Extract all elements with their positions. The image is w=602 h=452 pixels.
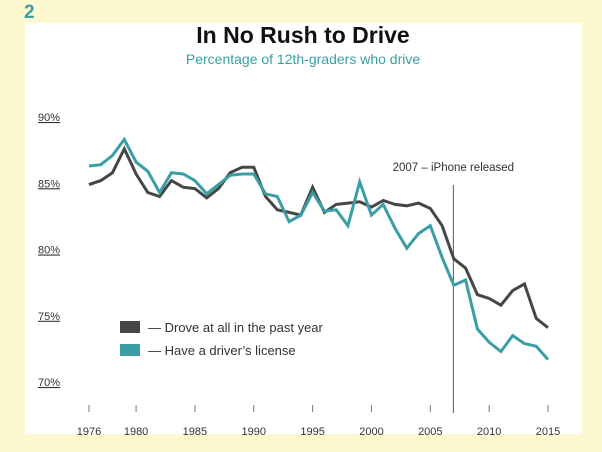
chart-subtitle: Percentage of 12th-graders who drive bbox=[186, 51, 420, 67]
y-tick-label: 75% bbox=[38, 311, 60, 323]
legend-swatch-license bbox=[120, 344, 140, 356]
chart-panel bbox=[25, 23, 582, 434]
y-tick-label: 70% bbox=[38, 377, 60, 389]
figure-number: 2 bbox=[24, 2, 35, 23]
legend-label-drove: — Drove at all in the past year bbox=[148, 320, 324, 335]
x-tick-label: 2000 bbox=[359, 426, 383, 438]
legend: — Drove at all in the past year — Have a… bbox=[120, 320, 324, 358]
x-tick-label: 2005 bbox=[418, 426, 442, 438]
x-tick-label: 1985 bbox=[183, 426, 207, 438]
x-tick-label: 1976 bbox=[77, 426, 101, 438]
x-tick-label: 1990 bbox=[242, 426, 266, 438]
chart-title: In No Rush to Drive bbox=[196, 22, 409, 48]
x-tick-label: 2015 bbox=[536, 426, 560, 438]
iphone-annotation: 2007 – iPhone released bbox=[393, 162, 515, 174]
legend-label-license: — Have a driver’s license bbox=[148, 343, 296, 358]
x-tick-label: 2010 bbox=[477, 426, 501, 438]
y-tick-label: 90% bbox=[38, 112, 60, 124]
x-tick-label: 1995 bbox=[300, 426, 324, 438]
x-tick-label: 1980 bbox=[124, 426, 148, 438]
series-line-license bbox=[88, 136, 550, 361]
y-tick-label: 80% bbox=[38, 245, 60, 257]
legend-swatch-drove bbox=[120, 321, 140, 333]
y-tick-label: 85% bbox=[38, 178, 60, 190]
series-line-drove bbox=[88, 145, 549, 329]
